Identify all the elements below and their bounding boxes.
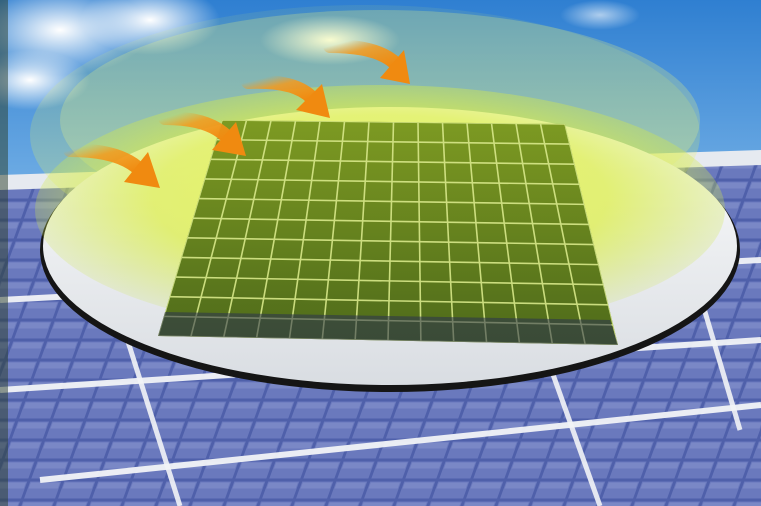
arrow-icon	[158, 111, 246, 156]
sunlight-arrows	[63, 39, 410, 188]
arrow-icon	[323, 39, 410, 84]
arrow-icon	[63, 143, 160, 188]
arrow-icon	[241, 74, 330, 118]
solar-cell-chip	[158, 120, 618, 345]
